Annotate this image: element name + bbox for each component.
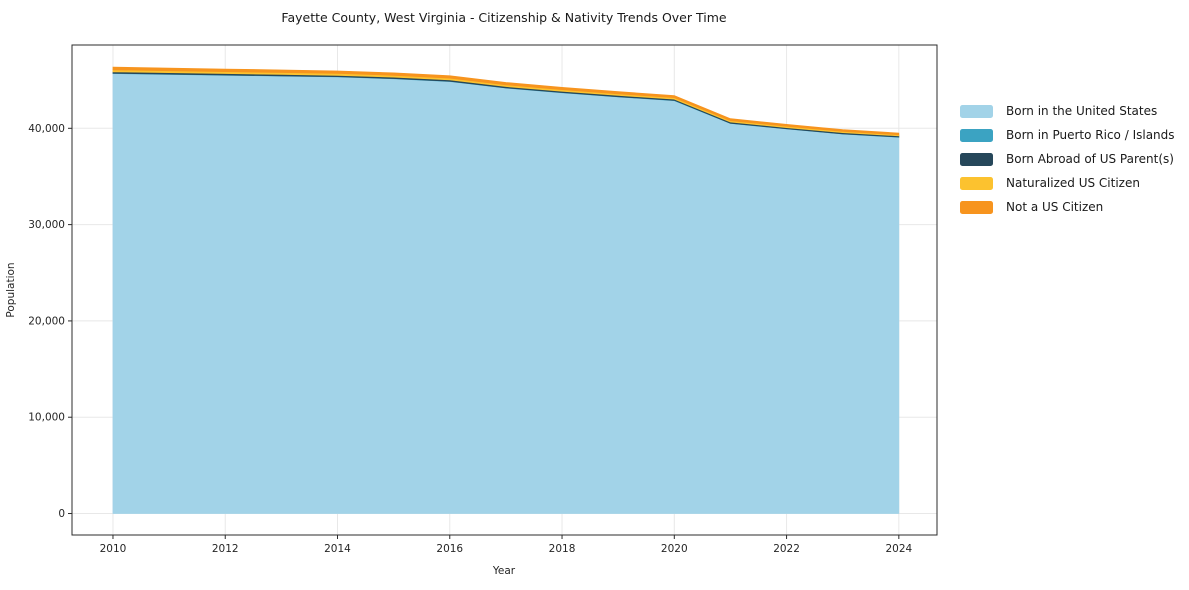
legend-item-naturalized: Naturalized US Citizen bbox=[960, 176, 1175, 190]
y-tick-label: 0 bbox=[58, 508, 65, 520]
x-tick-label: 2014 bbox=[324, 543, 351, 555]
x-axis-label: Year bbox=[492, 565, 516, 577]
legend-swatch-not_citizen bbox=[960, 200, 993, 214]
legend-swatch-born_abroad bbox=[960, 152, 993, 166]
area-not_citizen bbox=[112, 66, 900, 136]
x-tick-label: 2022 bbox=[773, 543, 800, 555]
legend: Born in the United States Born in Puerto … bbox=[960, 104, 1175, 214]
x-tick-label: 2016 bbox=[436, 543, 463, 555]
y-tick-label: 40,000 bbox=[28, 123, 65, 135]
y-tick-label: 20,000 bbox=[28, 315, 65, 327]
legend-item-not_citizen: Not a US Citizen bbox=[960, 200, 1175, 214]
legend-swatch-naturalized bbox=[960, 176, 993, 190]
legend-item-born_pr_islands: Born in Puerto Rico / Islands bbox=[960, 128, 1175, 142]
legend-item-born_us: Born in the United States bbox=[960, 104, 1175, 118]
legend-label: Born Abroad of US Parent(s) bbox=[1006, 152, 1174, 166]
x-tick-label: 2012 bbox=[212, 543, 239, 555]
y-tick-label: 30,000 bbox=[28, 219, 65, 231]
x-tick-label: 2010 bbox=[100, 543, 127, 555]
legend-label: Born in Puerto Rico / Islands bbox=[1006, 128, 1175, 142]
x-tick-label: 2018 bbox=[549, 543, 576, 555]
legend-label: Naturalized US Citizen bbox=[1006, 176, 1140, 190]
legend-label: Not a US Citizen bbox=[1006, 200, 1104, 214]
legend-swatch-born_pr_islands bbox=[960, 128, 993, 142]
chart-title: Fayette County, West Virginia - Citizens… bbox=[281, 10, 726, 25]
x-tick-label: 2024 bbox=[885, 543, 912, 555]
area-born_us bbox=[112, 73, 900, 514]
legend-label: Born in the United States bbox=[1006, 104, 1158, 118]
legend-item-born_abroad: Born Abroad of US Parent(s) bbox=[960, 152, 1175, 166]
plot-frame bbox=[71, 44, 938, 536]
x-tick-label: 2020 bbox=[661, 543, 688, 555]
y-tick-label: 10,000 bbox=[28, 412, 65, 424]
y-axis-label: Population bbox=[5, 262, 17, 317]
legend-swatch-born_us bbox=[960, 104, 993, 118]
